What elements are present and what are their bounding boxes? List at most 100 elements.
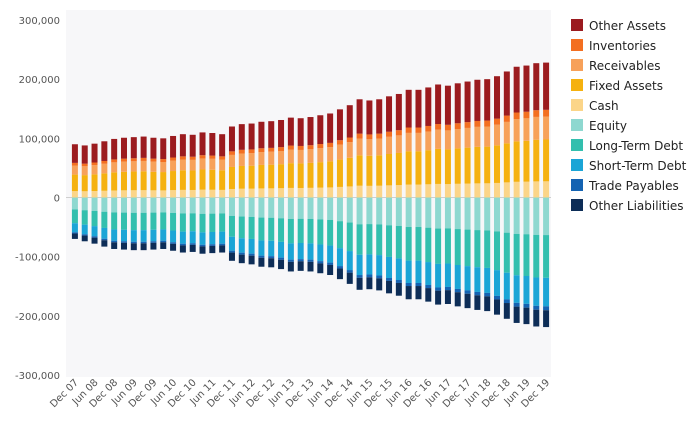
bar-segment-equity bbox=[386, 197, 393, 226]
bar-segment-receivables bbox=[336, 144, 343, 160]
bar-segment-long-term-debt bbox=[150, 212, 157, 230]
bar-segment-fixed-assets bbox=[209, 169, 216, 190]
bar-segment-fixed-assets bbox=[366, 155, 373, 186]
bar-segment-fixed-assets bbox=[150, 171, 157, 191]
bar-segment-other-liabilities bbox=[523, 307, 530, 325]
bar-segment-trade-payables bbox=[297, 259, 304, 262]
bar-segment-short-term-debt bbox=[268, 240, 275, 257]
bar-segment-equity bbox=[307, 197, 314, 219]
bar-segment-trade-payables bbox=[160, 240, 167, 243]
bar-segment-trade-payables bbox=[111, 240, 118, 243]
bar-segment-other-liabilities bbox=[120, 242, 127, 250]
bar-segment-long-term-debt bbox=[71, 209, 78, 224]
bar-segment-receivables bbox=[140, 160, 147, 172]
bar-segment-inventories bbox=[376, 133, 383, 139]
bar-segment-trade-payables bbox=[258, 255, 265, 258]
bar-segment-long-term-debt bbox=[366, 224, 373, 255]
bar-segment-fixed-assets bbox=[356, 155, 363, 186]
bar-segment-cash bbox=[120, 190, 127, 198]
bar-segment-inventories bbox=[101, 160, 108, 164]
bar-segment-inventories bbox=[444, 124, 451, 131]
bar-segment-other-assets bbox=[209, 133, 216, 156]
bar-segment-trade-payables bbox=[228, 250, 235, 253]
bar-segment-other-liabilities bbox=[474, 295, 481, 310]
bar-segment-cash bbox=[405, 184, 412, 198]
bar-segment-other-assets bbox=[170, 135, 177, 158]
bar-segment-trade-payables bbox=[120, 241, 127, 243]
bar-segment-cash bbox=[494, 182, 501, 198]
bar-segment-short-term-debt bbox=[336, 248, 343, 267]
bar-segment-long-term-debt bbox=[287, 218, 294, 244]
bar-segment-trade-payables bbox=[170, 242, 177, 244]
bar-segment-fixed-assets bbox=[287, 163, 294, 188]
bar-segment-short-term-debt bbox=[444, 263, 451, 287]
bar-segment-receivables bbox=[346, 142, 353, 158]
bar-segment-short-term-debt bbox=[248, 238, 255, 254]
bar-segment-other-liabilities bbox=[81, 235, 88, 242]
bar-segment-receivables bbox=[91, 165, 98, 175]
bar-segment-receivables bbox=[386, 136, 393, 154]
bar-segment-trade-payables bbox=[327, 262, 334, 265]
bar-segment-receivables bbox=[248, 153, 255, 166]
bar-segment-long-term-debt bbox=[111, 212, 118, 230]
bar-segment-other-liabilities bbox=[336, 268, 343, 280]
bar-segment-other-liabilities bbox=[287, 261, 294, 272]
bar-segment-other-assets bbox=[219, 134, 226, 157]
bar-segment-cash bbox=[533, 181, 540, 198]
bar-segment-inventories bbox=[435, 124, 442, 130]
bar-segment-other-liabilities bbox=[503, 303, 510, 319]
bar-segment-fixed-assets bbox=[336, 159, 343, 187]
bar-segment-equity bbox=[317, 197, 324, 220]
bar-segment-inventories bbox=[248, 149, 255, 154]
bar-segment-other-liabilities bbox=[160, 242, 167, 249]
bar-segment-equity bbox=[120, 197, 127, 213]
bar-segment-long-term-debt bbox=[474, 230, 481, 268]
bar-segment-receivables bbox=[503, 121, 510, 144]
legend-swatch bbox=[571, 59, 583, 71]
bar-segment-fixed-assets bbox=[248, 165, 255, 189]
bar-segment-fixed-assets bbox=[444, 149, 451, 185]
bar-segment-equity bbox=[228, 197, 235, 216]
bar-segment-equity bbox=[503, 197, 510, 233]
bar-segment-other-assets bbox=[366, 100, 373, 135]
bar-segment-fixed-assets bbox=[474, 146, 481, 184]
bar-segment-short-term-debt bbox=[533, 277, 540, 306]
bar-segment-trade-payables bbox=[268, 256, 275, 259]
bar-segment-inventories bbox=[268, 147, 275, 152]
bar-segment-trade-payables bbox=[81, 234, 88, 236]
bar-segment-short-term-debt bbox=[130, 230, 137, 242]
bar-segment-trade-payables bbox=[317, 261, 324, 264]
bar-segment-inventories bbox=[523, 111, 530, 119]
bar-segment-other-assets bbox=[248, 123, 255, 150]
bar-segment-short-term-debt bbox=[258, 240, 265, 256]
bar-segment-short-term-debt bbox=[297, 242, 304, 260]
bar-segment-cash bbox=[258, 188, 265, 198]
bar-segment-trade-payables bbox=[366, 274, 373, 278]
bar-segment-short-term-debt bbox=[356, 254, 363, 276]
bar-segment-other-liabilities bbox=[444, 290, 451, 304]
bar-segment-long-term-debt bbox=[444, 228, 451, 264]
bar-segment-other-liabilities bbox=[268, 258, 275, 268]
bar-segment-equity bbox=[366, 197, 373, 225]
legend-swatch bbox=[571, 139, 583, 151]
bar-segment-short-term-debt bbox=[160, 229, 167, 241]
legend-label: Inventories bbox=[589, 39, 656, 53]
bar-segment-inventories bbox=[228, 151, 235, 155]
bar-segment-trade-payables bbox=[464, 290, 471, 294]
bar-segment-cash bbox=[91, 191, 98, 198]
bar-segment-other-liabilities bbox=[484, 296, 491, 312]
bar-segment-cash bbox=[189, 189, 196, 198]
bar-segment-cash bbox=[346, 186, 353, 198]
bar-segment-short-term-debt bbox=[494, 270, 501, 296]
bar-segment-other-liabilities bbox=[209, 245, 216, 254]
bar-segment-long-term-debt bbox=[199, 213, 206, 233]
legend-label: Short-Term Debt bbox=[589, 159, 687, 173]
bar-segment-fixed-assets bbox=[130, 171, 137, 191]
bar-segment-long-term-debt bbox=[543, 235, 550, 278]
bar-segment-receivables bbox=[405, 132, 412, 152]
bar-segment-short-term-debt bbox=[101, 227, 108, 239]
bar-segment-long-term-debt bbox=[405, 227, 412, 261]
bar-segment-cash bbox=[170, 190, 177, 198]
bar-segment-cash bbox=[219, 189, 226, 198]
bar-segment-other-assets bbox=[120, 137, 127, 159]
